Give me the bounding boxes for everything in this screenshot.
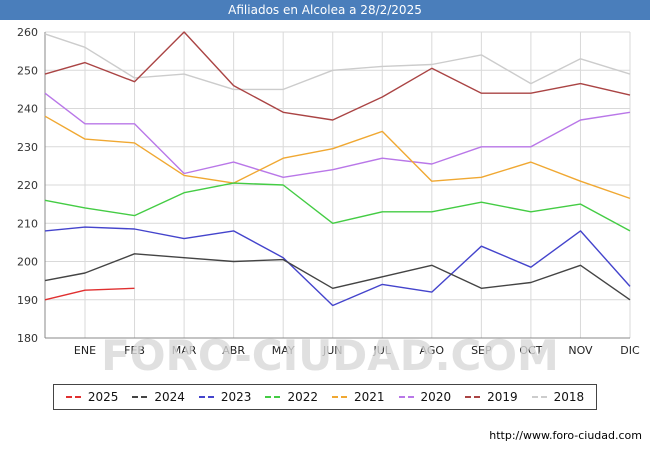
x-tick-label: ENE [74,344,96,357]
watermark: FORO-CIUDAD.COM [101,331,559,380]
legend-item-2025: 2025 [65,390,119,404]
y-tick-label: 260 [17,26,38,39]
legend-swatch-2018 [531,396,549,398]
x-tick-label: MAY [272,344,295,357]
legend-swatch-2022 [265,396,283,398]
chart-title: Afiliados en Alcolea a 28/2/2025 [228,3,422,17]
x-tick-label: OCT [519,344,542,357]
x-tick-label: SEP [471,344,492,357]
series-2018 [44,33,631,91]
x-tick-label: AGO [420,344,445,357]
x-tick-label: MAR [172,344,197,357]
series-2019 [44,31,631,121]
legend-swatch-2023 [198,396,216,398]
legend-label-2022: 2022 [287,390,318,404]
y-tick-label: 230 [17,141,38,154]
series-2022 [44,182,631,232]
legend-label-2021: 2021 [354,390,385,404]
legend-label-2019: 2019 [487,390,518,404]
x-tick-label: FEB [124,344,145,357]
legend-swatch-2019 [465,396,483,398]
series-2025 [44,287,135,301]
series-2020 [44,92,631,178]
x-axis-labels: ENE FEB MAR ABR MAY JUN JUL AGO SEP OCT NOV DIC [74,344,640,357]
y-tick-label: 210 [17,217,38,230]
chart-legend: 2025 2024 2023 2022 2021 2020 2019 2018 [52,384,598,410]
legend-item-2019: 2019 [465,390,518,404]
y-tick-label: 180 [17,332,38,345]
footer-url[interactable]: http://www.foro-ciudad.com [489,429,642,442]
y-axis-labels: 180 190 200 210 220 230 240 250 260 [17,26,38,345]
legend-item-2023: 2023 [198,390,252,404]
chart-area: 180 190 200 210 220 230 240 250 260 ENE FEB MAR ABR M… [0,20,650,380]
legend-swatch-2024 [132,396,150,398]
line-chart: 180 190 200 210 220 230 240 250 260 ENE FEB MAR ABR M… [17,26,640,380]
legend-item-2022: 2022 [265,390,318,404]
legend-item-2024: 2024 [132,390,185,404]
series-2021 [44,115,631,200]
legend-swatch-2021 [332,396,349,398]
legend-swatch-2025 [65,396,83,398]
x-tick-label: ABR [222,344,245,357]
title-bar: Afiliados en Alcolea a 28/2/2025 [0,0,650,20]
x-tick-label: JUN [322,344,343,357]
y-tick-label: 200 [17,256,38,269]
legend-label-2020: 2020 [420,390,452,404]
y-tick-label: 240 [17,103,38,116]
x-tick-label: DIC [620,344,640,357]
legend-swatch-2020 [398,396,416,398]
legend-label-2018: 2018 [553,390,585,404]
y-tick-label: 220 [17,179,38,192]
series-2024 [44,253,631,301]
legend-item-2020: 2020 [398,390,452,404]
y-tick-label: 190 [17,294,38,307]
series-2023 [44,226,631,307]
y-tick-label: 250 [17,64,38,77]
legend-label-2025: 2025 [87,390,119,404]
legend-item-2018: 2018 [531,390,585,404]
legend-label-2024: 2024 [154,390,185,404]
x-tick-label: NOV [568,344,593,357]
legend-label-2023: 2023 [220,390,252,404]
series-lines [44,31,631,307]
x-tick-label: JUL [373,344,392,357]
legend-item-2021: 2021 [332,390,385,404]
